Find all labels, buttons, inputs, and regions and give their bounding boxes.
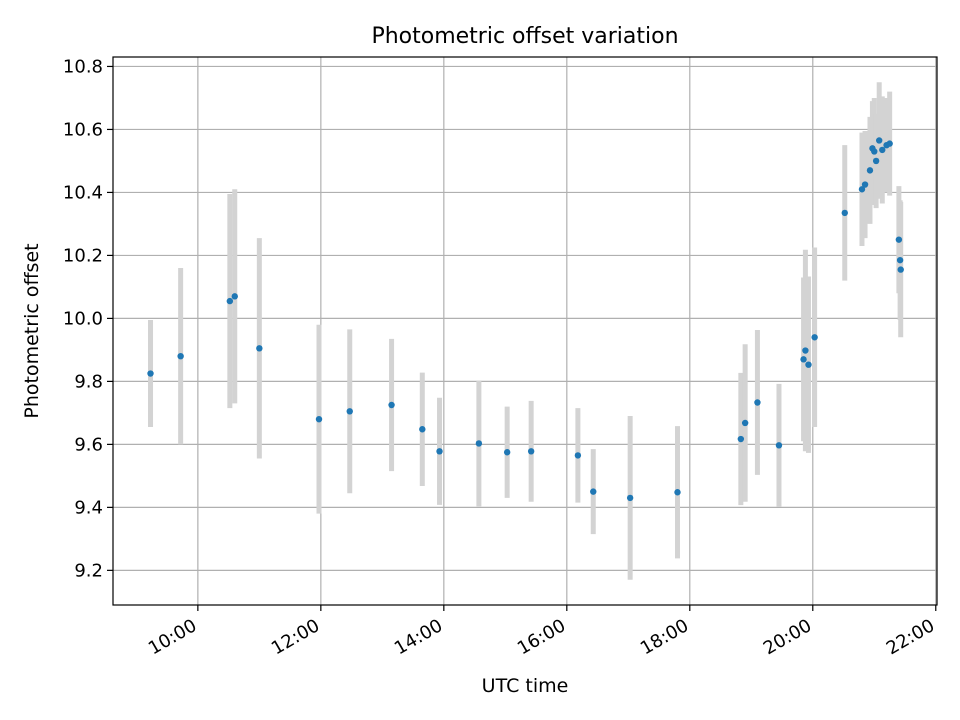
data-point [896, 256, 904, 264]
data-point [858, 186, 866, 193]
data-point [737, 435, 745, 443]
data-point [754, 399, 761, 406]
chart-title: Photometric offset variation [371, 24, 678, 49]
data-point [177, 352, 184, 360]
data-point [256, 345, 263, 352]
y-tick-label: 10.8 [63, 56, 103, 77]
data-point [861, 181, 869, 188]
data-point [897, 266, 904, 273]
data-point [802, 347, 809, 354]
y-tick-label: 9.6 [74, 434, 103, 455]
data-point [346, 408, 353, 415]
data-point [527, 448, 535, 455]
y-tick-label: 10.0 [63, 308, 103, 329]
data-point [226, 297, 234, 305]
grid [113, 57, 937, 605]
data-point [503, 449, 511, 456]
data-point [674, 489, 681, 496]
data-point [574, 452, 582, 459]
data-point [231, 293, 238, 300]
data-point [388, 401, 395, 409]
data-point [886, 140, 893, 147]
data-point [811, 334, 818, 341]
data-point [626, 494, 634, 502]
axes-frame [112, 56, 938, 606]
y-tick-label: 10.4 [63, 182, 103, 203]
data-point [895, 236, 903, 243]
data-point [872, 157, 880, 165]
data-point [775, 442, 783, 449]
data-point [841, 209, 848, 217]
y-tick-label: 10.6 [63, 119, 103, 140]
y-axis-ticks: 9.2 9.4 9.6 9.8 10.0 10.2 10.4 10.6 10.8 [63, 56, 113, 581]
x-axis-label: UTC time [482, 675, 569, 697]
y-tick-label: 9.4 [74, 497, 103, 518]
data-point [436, 448, 443, 455]
data-point [590, 488, 597, 495]
data-point [875, 137, 883, 144]
data-point [800, 356, 807, 363]
data-point [315, 415, 323, 423]
data-point [419, 426, 426, 433]
y-tick-label: 9.8 [74, 371, 103, 392]
y-axis-label: Photometric offset [21, 243, 43, 418]
data-point [805, 361, 812, 368]
data-point [879, 146, 886, 154]
data-point [866, 167, 874, 174]
data-point [147, 370, 154, 377]
y-tick-label: 9.2 [74, 560, 103, 581]
data-point [475, 440, 483, 447]
y-tick-label: 10.2 [63, 245, 103, 266]
data-point [871, 148, 878, 155]
data-point [741, 419, 749, 427]
data-points [147, 137, 904, 502]
